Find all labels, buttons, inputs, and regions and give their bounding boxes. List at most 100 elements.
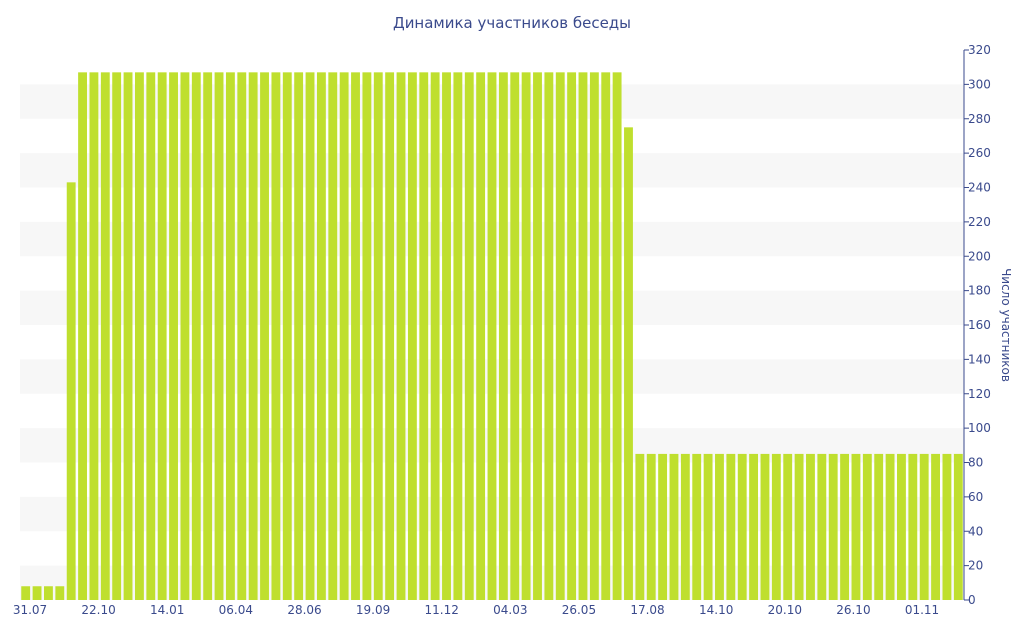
bar [78,72,87,601]
bar [203,72,213,601]
bar [533,72,542,601]
bar [487,72,497,601]
bar [453,72,463,601]
bar [260,72,269,601]
bar [692,453,702,600]
bar [442,72,451,601]
bar [430,72,440,601]
x-tick-label: 14.10 [699,603,733,617]
bar [32,586,42,600]
x-tick-label: 04.03 [493,603,527,617]
bar [703,453,713,600]
bar [555,72,565,601]
x-tick-label: 31.07 [13,603,47,617]
bar [476,72,486,601]
bar [783,453,793,600]
y-axis-label: Число участников [999,268,1013,382]
y-tick-label: 60 [968,490,983,504]
y-tick-label: 280 [968,112,991,126]
bar [908,453,918,600]
bar [715,453,724,600]
bar [771,453,781,600]
bar [214,72,224,601]
x-tick-label: 11.12 [425,603,459,617]
y-tick-label: 200 [968,249,991,263]
y-tick-label: 260 [968,146,991,160]
y-tick-label: 140 [968,352,991,366]
y-tick-label: 180 [968,284,991,298]
bar [612,72,622,601]
bar [112,72,122,601]
bar [669,453,679,600]
x-tick-label: 28.06 [287,603,321,617]
bar [44,586,53,600]
bar [737,453,747,600]
bar [498,72,508,601]
bar [316,72,326,601]
bar [749,453,759,600]
bar [271,72,281,601]
bar [544,72,554,601]
bar-series [21,72,963,601]
bar [760,453,770,600]
bar [521,72,531,601]
bar [100,72,110,601]
x-tick-label: 17.08 [630,603,664,617]
y-tick-label: 220 [968,215,991,229]
x-tick-label: 01.11 [905,603,939,617]
x-tick-label: 26.05 [562,603,596,617]
bar [794,453,804,600]
bar [373,72,383,601]
y-tick-label: 120 [968,387,991,401]
bar [237,72,247,601]
bar [897,453,906,600]
y-tick-label: 100 [968,421,991,435]
y-tick-label: 240 [968,181,991,195]
y-tick-label: 20 [968,559,983,573]
bar [464,72,474,601]
bar [305,72,315,601]
bar [874,453,884,600]
bar [157,72,167,601]
bar [407,72,417,601]
bar [931,453,940,600]
x-tick-label: 20.10 [768,603,802,617]
x-tick-label: 19.09 [356,603,390,617]
bar [635,453,645,600]
bar [806,453,815,600]
bar [510,72,520,601]
bar [225,72,235,601]
bar [89,72,99,601]
bar [862,453,872,600]
bar [601,72,611,601]
bar [658,453,668,600]
y-tick-label: 40 [968,524,983,538]
bar [851,453,861,600]
bar [840,453,850,600]
bar [567,72,577,601]
bar [396,72,406,601]
y-tick-label: 80 [968,456,983,470]
bar [885,453,895,600]
bar [191,72,201,601]
bar [294,72,304,601]
bar [828,453,838,600]
bar [419,72,429,601]
y-tick-label: 0 [968,593,976,607]
bar [123,72,133,601]
y-tick-label: 300 [968,77,991,91]
bar [385,72,395,601]
y-tick-label: 160 [968,318,991,332]
bar [282,72,292,601]
x-axis: 31.07 22.10 14.01 06.04 28.06 19.09 11.12 04.03… [13,603,939,617]
bar [362,72,372,601]
bar [180,72,190,601]
bar [66,182,76,600]
bar [589,72,599,601]
bar [146,72,156,601]
bar [624,127,633,600]
bar [942,453,952,600]
x-tick-label: 06.04 [219,603,253,617]
bar [21,586,31,600]
